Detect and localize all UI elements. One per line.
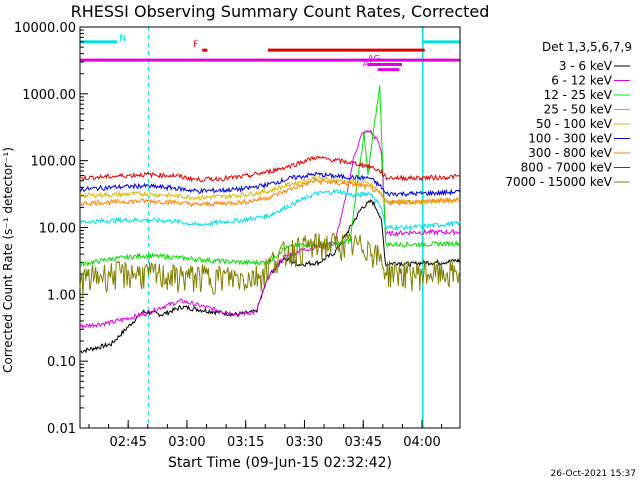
series-line-1 [79,129,461,330]
state-bar-label-AT: AT [363,60,374,70]
legend-title: Det 1,3,5,6,7,9 [542,40,632,54]
y-tick-label-4: 100.00 [31,155,77,170]
chart-title: RHESSI Observing Summary Count Rates, Co… [71,2,490,21]
legend-label-7: 800 - 7000 keV [521,161,613,175]
x-tick-label-0: 02:45 [109,435,146,450]
y-tick-label-0: 0.01 [47,422,76,437]
y-tick-label-5: 1000.00 [22,88,76,103]
y-tick-labels: 0.01 0.10 1.00 10.00 100.00 1000.00 10000.00 [14,21,88,437]
x-tick-label-1: 03:00 [168,435,205,450]
series-line-2 [79,85,461,268]
series-line-4 [79,175,460,206]
legend-label-8: 7000 - 15000 keV [505,175,612,189]
series-layer [79,85,461,354]
legend-label-2: 12 - 25 keV [544,88,613,102]
legend-label-0: 3 - 6 keV [559,59,613,73]
render-timestamp: 26-Oct-2021 15:37 [551,469,636,479]
series-line-7 [79,155,461,183]
x-tick-labels: 02:45 03:00 03:15 03:30 03:45 04:00 [88,420,443,450]
series-line-0 [79,198,461,354]
y-axis-label: Corrected Count Rate (s⁻¹ detector⁻¹) [1,147,15,373]
x-tick-label-4: 03:45 [345,435,382,450]
y-tick-label-6: 10000.00 [14,21,76,36]
legend-label-1: 6 - 12 keV [551,74,613,88]
legend-label-3: 25 - 50 keV [544,103,613,117]
x-tick-label-5: 04:00 [403,435,440,450]
x-tick-label-3: 03:30 [286,435,323,450]
y-tick-label-3: 10.00 [39,222,76,237]
state-bar-label-F: F [193,40,198,50]
legend-label-6: 300 - 800 keV [528,146,612,160]
state-bar-label-AG: AG [367,54,380,64]
state-bar-label-N: N [119,34,126,44]
legend-label-4: 50 - 100 keV [536,117,613,131]
series-line-6 [79,177,461,208]
series-line-3 [79,188,461,232]
x-tick-label-2: 03:15 [227,435,264,450]
series-line-8 [79,232,461,298]
y-tick-label-2: 1.00 [47,288,76,303]
series-line-5 [79,171,461,198]
x-axis-label: Start Time (09-Jun-15 02:32:42) [168,455,392,471]
y-tick-label-1: 0.10 [47,355,76,370]
legend-label-5: 100 - 300 keV [528,132,612,146]
